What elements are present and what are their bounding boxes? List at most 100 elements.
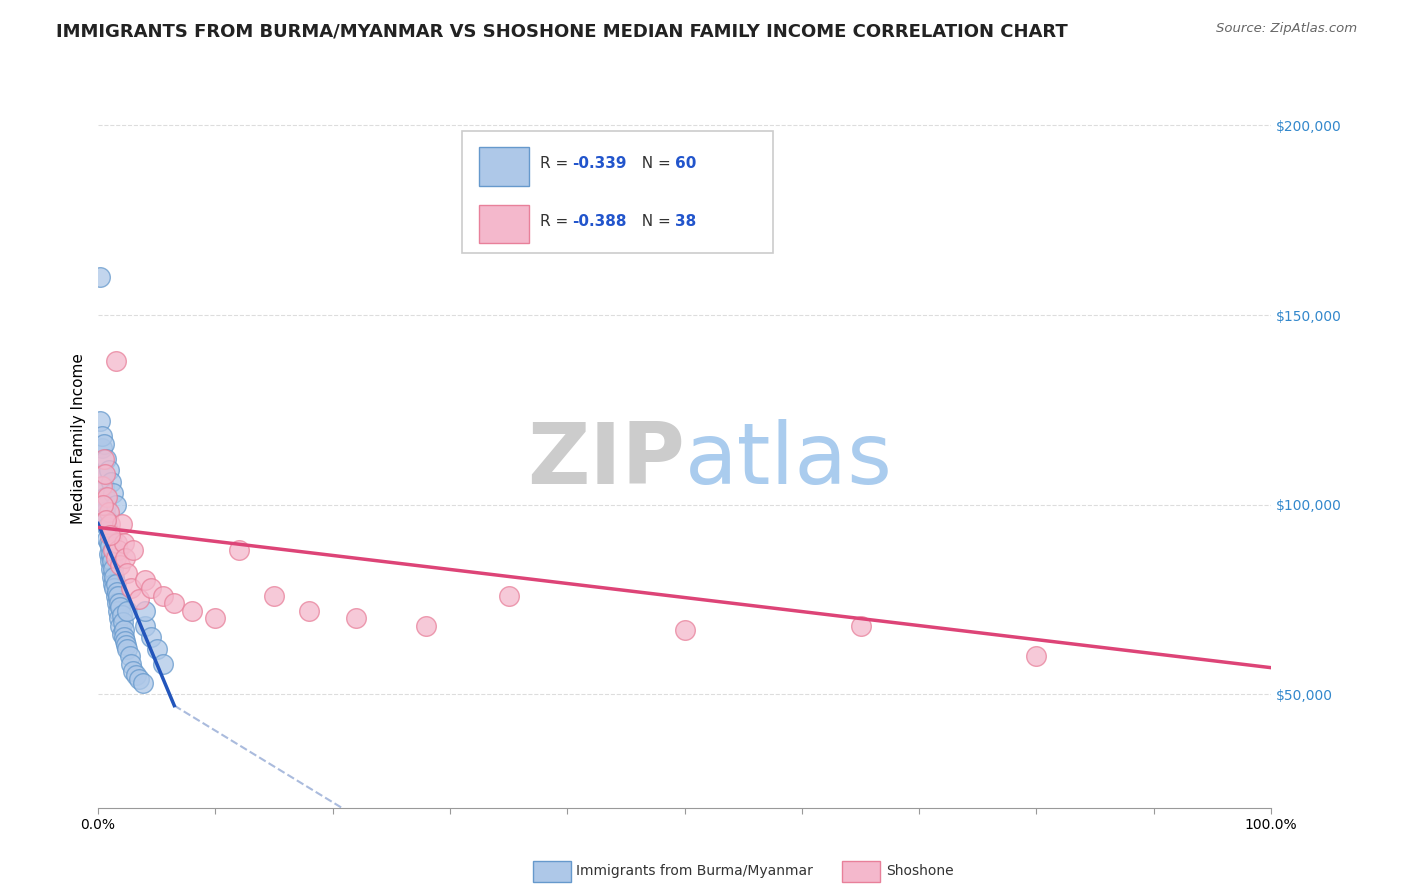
Point [89, 270, 111, 285]
Point [97, 535, 120, 549]
Text: N =: N = [631, 213, 675, 228]
Text: atlas: atlas [685, 419, 893, 502]
FancyBboxPatch shape [479, 147, 529, 186]
Point [112, 623, 135, 637]
Point [93, 478, 115, 492]
Point [94, 467, 117, 482]
Point [96, 490, 118, 504]
Text: N =: N = [631, 156, 675, 171]
Point [89, 414, 111, 428]
Point [110, 607, 132, 622]
Point [104, 498, 127, 512]
Point [90, 478, 112, 492]
Point [105, 596, 128, 610]
Point [108, 596, 131, 610]
Point [104, 577, 127, 591]
Text: IMMIGRANTS FROM BURMA/MYANMAR VS SHOSHONE MEDIAN FAMILY INCOME CORRELATION CHART: IMMIGRANTS FROM BURMA/MYANMAR VS SHOSHON… [56, 22, 1069, 40]
Point [96, 513, 118, 527]
Point [134, 574, 156, 588]
Point [101, 569, 124, 583]
Point [117, 566, 139, 580]
Point [114, 634, 136, 648]
Point [263, 589, 285, 603]
Point [104, 589, 127, 603]
Point [103, 577, 125, 591]
Point [101, 554, 124, 568]
Point [134, 619, 156, 633]
Point [124, 668, 146, 682]
Point [100, 475, 122, 489]
Point [152, 589, 174, 603]
Point [110, 599, 132, 614]
Text: -0.339: -0.339 [572, 156, 627, 171]
Y-axis label: Median Family Income: Median Family Income [72, 353, 86, 524]
Point [96, 532, 118, 546]
Point [96, 452, 118, 467]
Point [107, 543, 129, 558]
Point [498, 589, 520, 603]
Point [96, 520, 118, 534]
Point [97, 463, 120, 477]
Point [98, 516, 121, 531]
Point [110, 516, 132, 531]
Point [97, 505, 120, 519]
Point [103, 581, 125, 595]
Point [122, 665, 145, 679]
Point [96, 498, 118, 512]
Point [204, 611, 226, 625]
Text: ZIP: ZIP [527, 419, 685, 502]
Point [298, 604, 321, 618]
Point [673, 623, 696, 637]
Point [103, 562, 125, 576]
Point [110, 619, 132, 633]
Point [112, 631, 135, 645]
Point [90, 429, 112, 443]
Point [97, 547, 120, 561]
Point [103, 543, 125, 558]
Point [105, 535, 128, 549]
FancyBboxPatch shape [479, 205, 529, 244]
Point [98, 554, 121, 568]
Point [93, 437, 115, 451]
Text: Shoshone: Shoshone [886, 864, 953, 879]
Point [415, 619, 437, 633]
Point [110, 626, 132, 640]
Point [98, 539, 121, 553]
Point [111, 615, 134, 629]
Point [163, 596, 186, 610]
Point [128, 672, 150, 686]
Point [112, 535, 135, 549]
Point [107, 589, 129, 603]
Point [139, 581, 162, 595]
Point [118, 649, 141, 664]
Text: Immigrants from Burma/Myanmar: Immigrants from Burma/Myanmar [576, 864, 813, 879]
Point [94, 505, 117, 519]
Point [104, 353, 127, 368]
Point [131, 676, 153, 690]
Point [117, 641, 139, 656]
Text: Source: ZipAtlas.com: Source: ZipAtlas.com [1216, 22, 1357, 36]
Point [344, 611, 367, 625]
FancyBboxPatch shape [461, 131, 772, 253]
Point [228, 543, 250, 558]
Point [90, 441, 112, 455]
Point [96, 513, 118, 527]
Point [101, 528, 124, 542]
Point [107, 604, 129, 618]
Point [122, 543, 145, 558]
Point [849, 619, 872, 633]
Point [94, 490, 117, 504]
Point [145, 641, 167, 656]
Point [120, 581, 142, 595]
Point [134, 604, 156, 618]
Text: -0.388: -0.388 [572, 213, 627, 228]
Point [152, 657, 174, 671]
Point [104, 550, 127, 565]
Point [91, 498, 114, 512]
Text: R =: R = [540, 156, 574, 171]
Point [114, 550, 136, 565]
Point [93, 452, 115, 467]
Point [108, 611, 131, 625]
Text: R =: R = [540, 213, 574, 228]
Point [115, 638, 138, 652]
